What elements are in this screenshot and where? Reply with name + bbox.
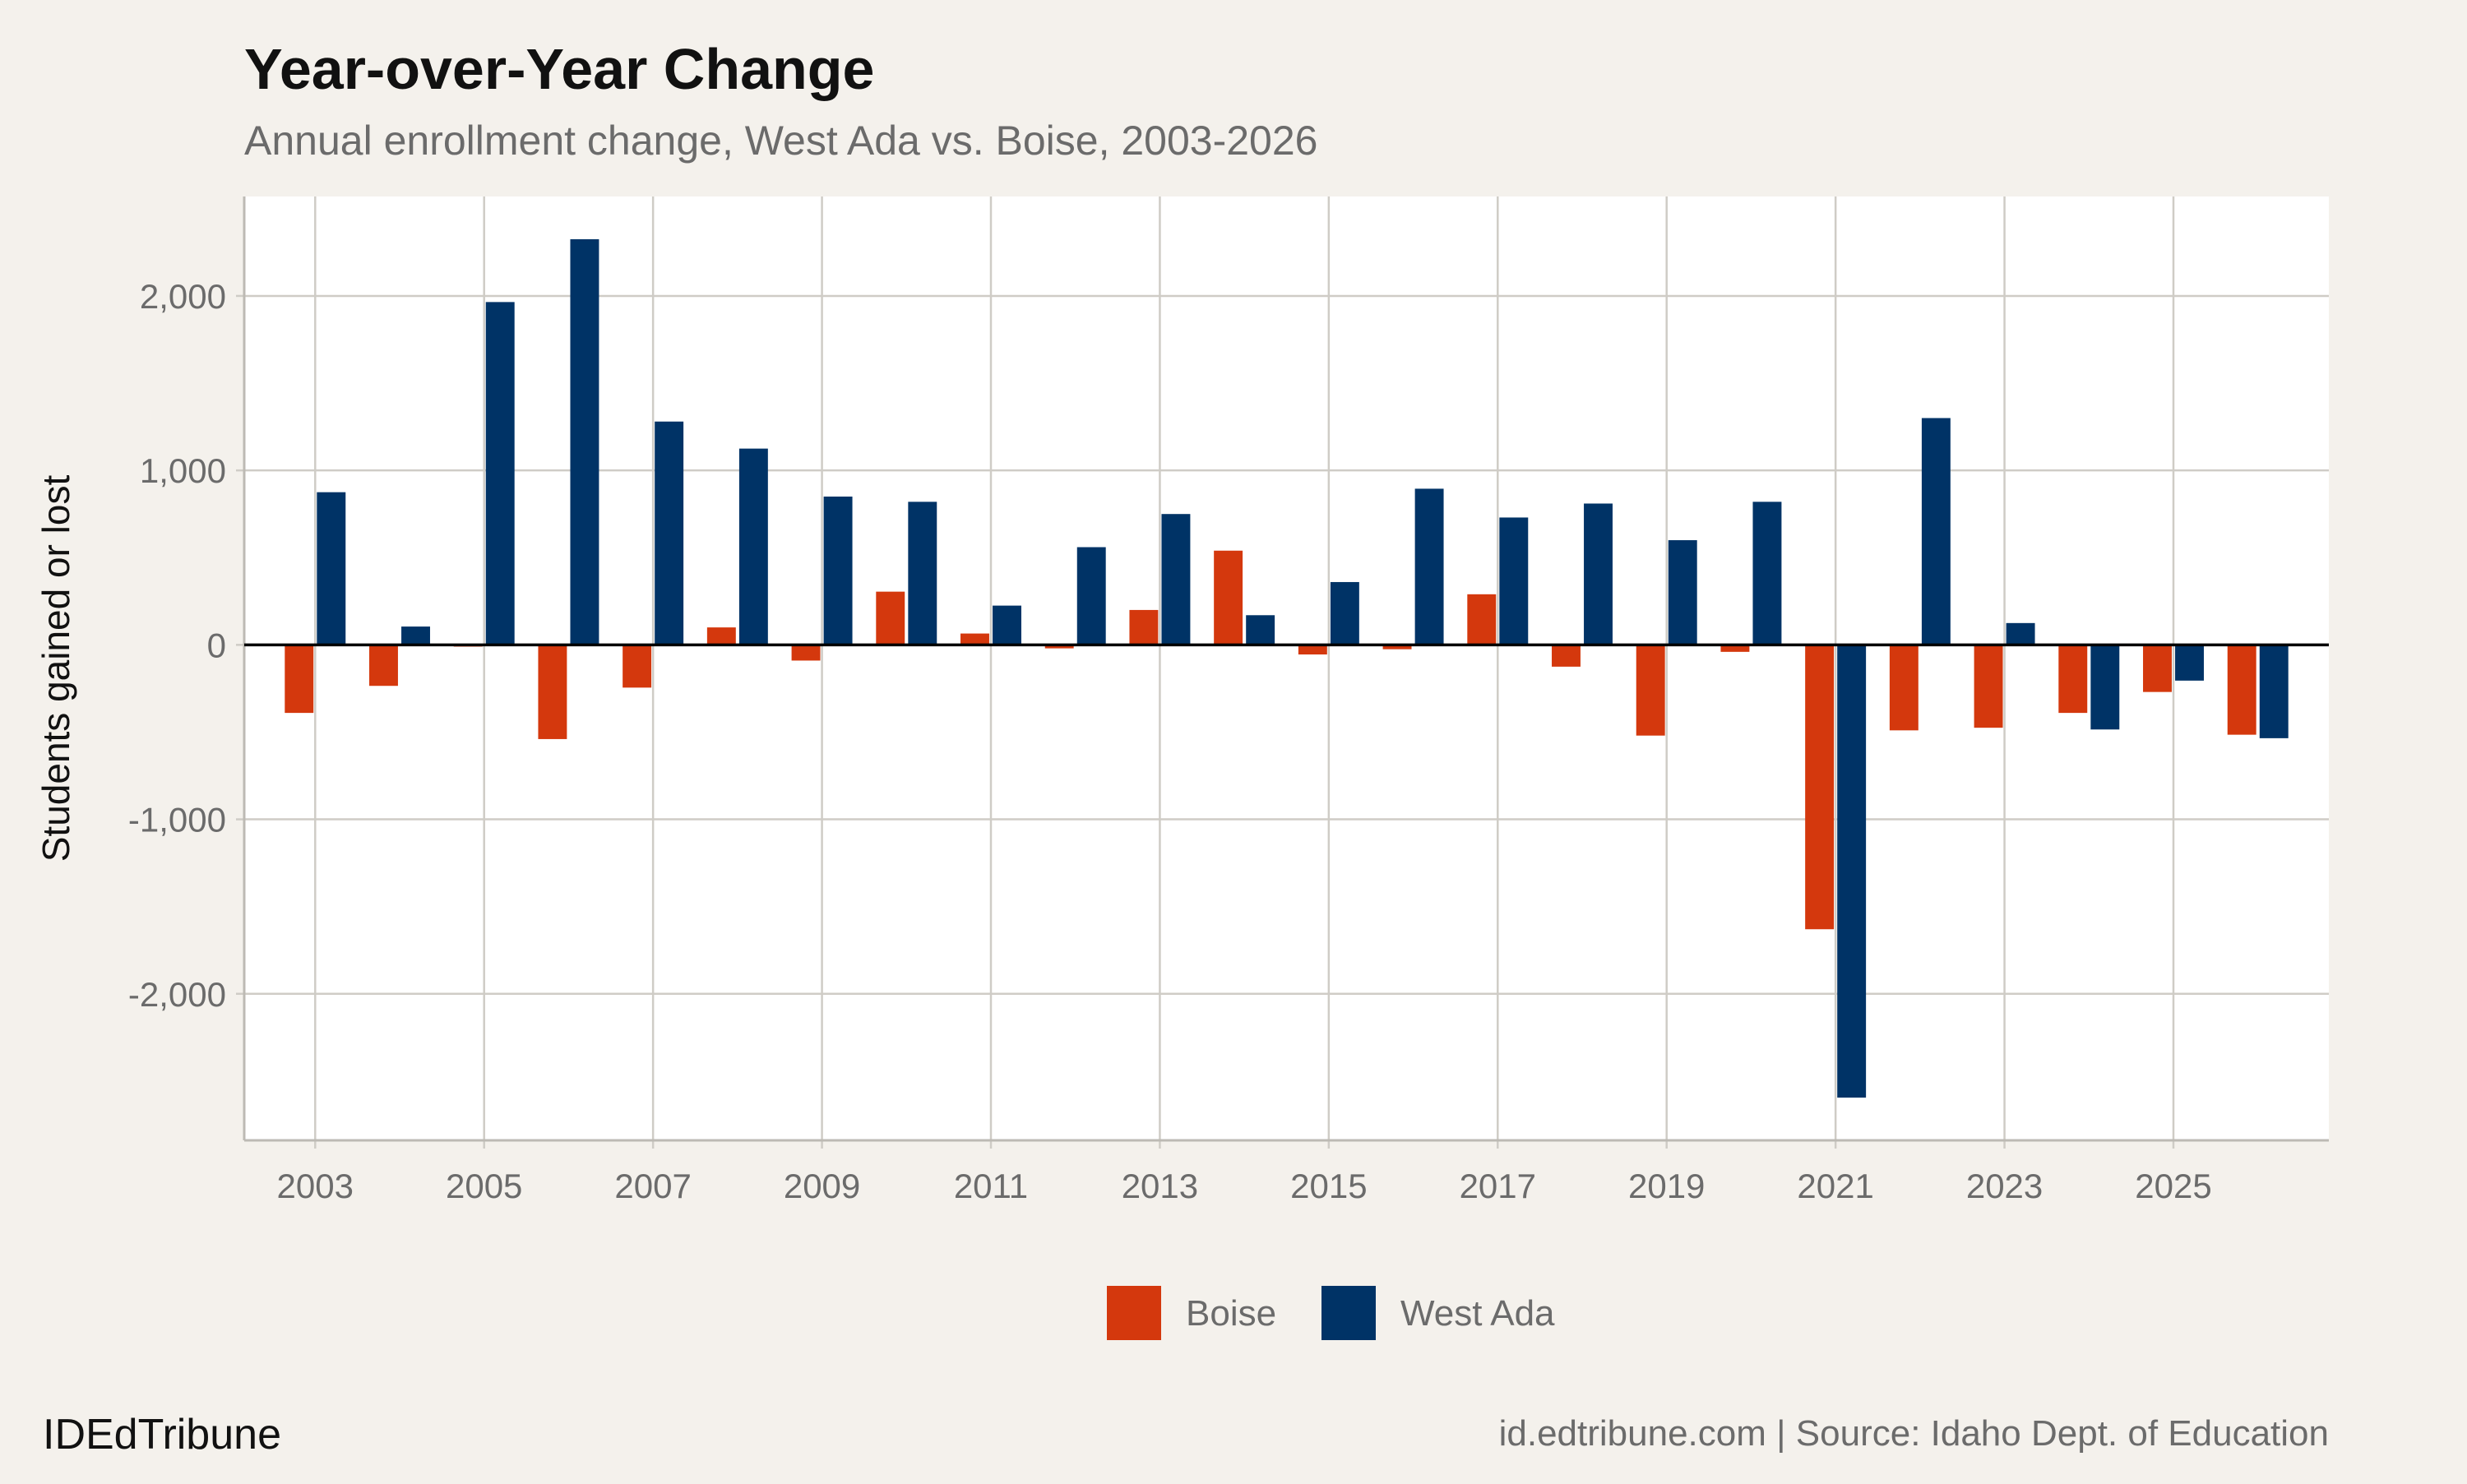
bar [876,591,905,645]
bar [1330,581,1359,645]
bar [2090,645,2120,730]
x-tick-label: 2025 [2135,1167,2211,1205]
legend-swatch [1321,1286,1376,1340]
source: id.edtribune.com | Source: Idaho Dept. o… [1499,1413,2329,1454]
y-tick-label: -1,000 [128,801,226,839]
y-tick-label: -2,000 [128,975,226,1014]
legend-label: West Ada [1400,1293,1555,1334]
bar [485,302,515,645]
x-tick-label: 2019 [1628,1167,1705,1205]
bar [1752,502,1782,645]
bar [285,645,314,714]
x-tick-label: 2017 [1460,1167,1536,1205]
bar [2058,645,2088,714]
bar [1414,488,1444,645]
bar [706,627,736,645]
bar [1076,547,1106,645]
bar [1246,615,1275,645]
bar [401,626,430,645]
bar [317,492,346,645]
x-tick-label: 2007 [614,1167,691,1205]
x-tick-label: 2013 [1122,1167,1198,1205]
bar [1382,645,1412,650]
bar [1044,645,1074,649]
x-tick-label: 2011 [954,1167,1028,1205]
y-tick-label: 1,000 [140,451,226,490]
bar [1805,645,1835,930]
y-tick-label: 0 [207,626,226,664]
x-tick-label: 2005 [446,1167,522,1205]
bar [1889,645,1919,731]
bar [1668,540,1697,645]
bar [908,502,937,645]
bar [1921,418,1951,645]
x-tick-label: 2023 [1966,1167,2043,1205]
chart-title: Year-over-Year Change [244,37,874,101]
bar [2227,645,2256,735]
bar [538,645,567,739]
brand: IDEdTribune [43,1411,281,1459]
x-tick-label: 2015 [1290,1167,1367,1205]
bar [1584,503,1613,645]
bar [655,421,684,645]
legend-label: Boise [1186,1293,1276,1334]
legend-swatch [1107,1286,1161,1340]
bar [1467,594,1497,645]
bar [2143,645,2172,692]
bar [1214,550,1243,645]
y-tick-label: 2,000 [140,277,226,316]
bar [1161,514,1191,645]
x-tick-label: 2021 [1797,1167,1873,1205]
bar [369,645,398,687]
bar [2175,645,2204,681]
bar [1499,517,1529,645]
x-tick-label: 2009 [784,1167,860,1205]
bar [791,645,821,661]
bar [1974,645,2003,728]
bar [2259,645,2289,738]
bar [823,496,853,645]
bar [993,605,1021,645]
chart-subtitle: Annual enrollment change, West Ada vs. B… [244,118,1317,164]
bar [623,645,652,688]
bar [1837,645,1867,1098]
bar [960,633,989,645]
bar [1129,609,1159,645]
bar [738,448,768,645]
bar [1552,645,1581,667]
y-axis-label: Students gained or lost [35,475,77,862]
bar [2006,622,2035,645]
bar [1720,645,1750,652]
bar [1636,645,1665,736]
bar [570,238,599,645]
bar [1298,645,1327,655]
x-tick-label: 2003 [277,1167,354,1205]
